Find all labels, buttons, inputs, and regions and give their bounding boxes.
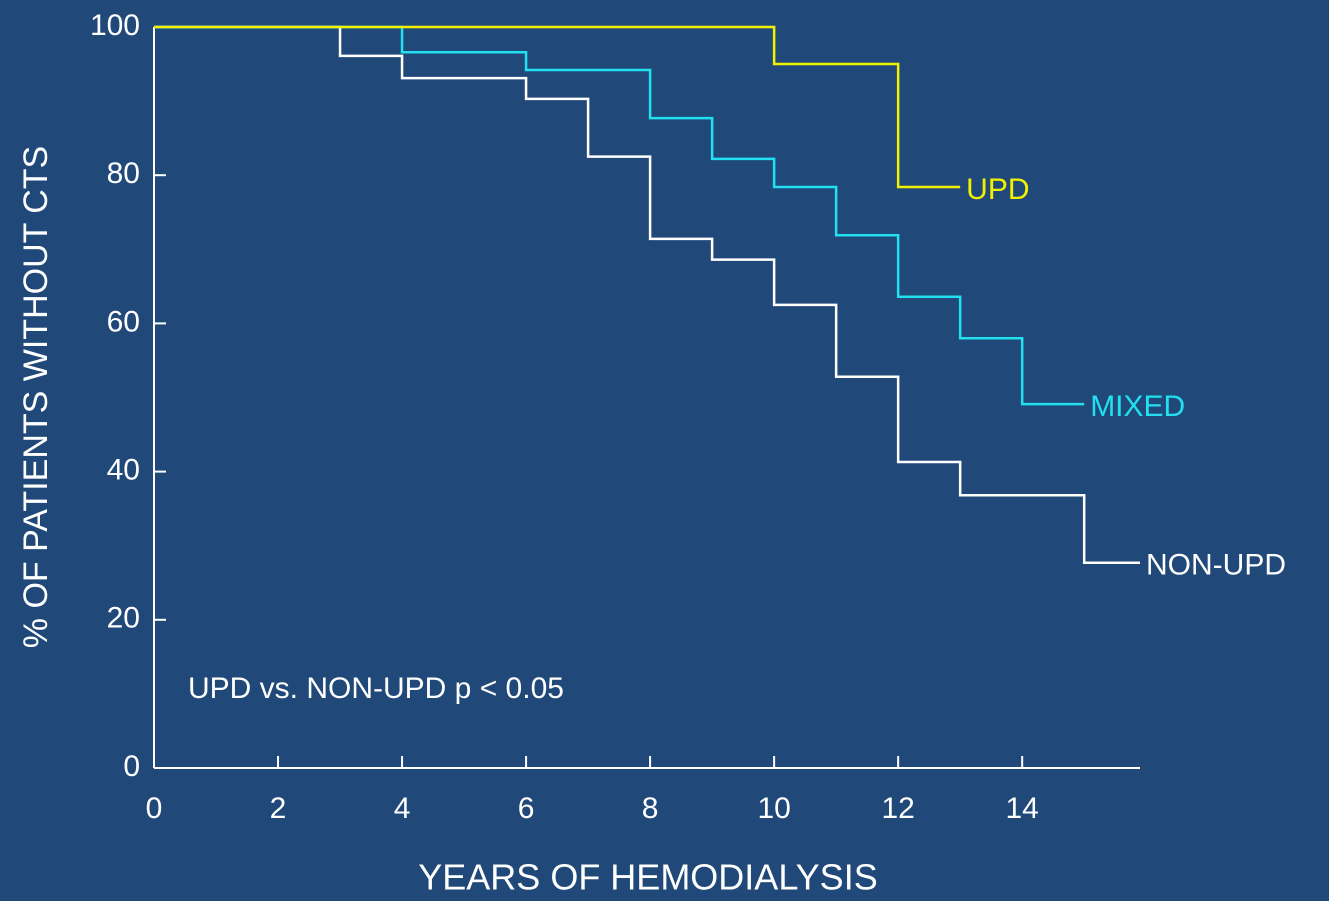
y-tick-label: 40 bbox=[107, 454, 140, 487]
x-tick-label: 2 bbox=[270, 792, 287, 825]
x-tick-label: 8 bbox=[642, 792, 659, 825]
series-label: UPD bbox=[966, 173, 1029, 206]
y-tick-label: 100 bbox=[90, 9, 140, 42]
x-tick-label: 4 bbox=[394, 792, 411, 825]
series-label: NON-UPD bbox=[1146, 549, 1286, 582]
y-axis-label: % OF PATIENTS WITHOUT CTS bbox=[17, 146, 55, 648]
series-label: MIXED bbox=[1090, 390, 1185, 423]
x-axis-label: YEARS OF HEMODIALYSIS bbox=[418, 857, 877, 898]
x-tick-label: 10 bbox=[757, 792, 790, 825]
step-line bbox=[154, 25, 961, 189]
annotation: UPD vs. NON-UPD p < 0.05 bbox=[188, 672, 564, 705]
x-tick-label: 12 bbox=[881, 792, 914, 825]
step-line bbox=[154, 25, 1085, 406]
x-tick-label: 6 bbox=[518, 792, 535, 825]
y-tick-label: 20 bbox=[107, 602, 140, 635]
y-tick-label: 80 bbox=[107, 157, 140, 190]
step-line bbox=[154, 25, 1140, 564]
x-tick-label: 0 bbox=[146, 792, 163, 825]
x-tick-label: 14 bbox=[1005, 792, 1038, 825]
y-tick-label: 60 bbox=[107, 305, 140, 338]
y-tick-label: 0 bbox=[123, 750, 140, 783]
